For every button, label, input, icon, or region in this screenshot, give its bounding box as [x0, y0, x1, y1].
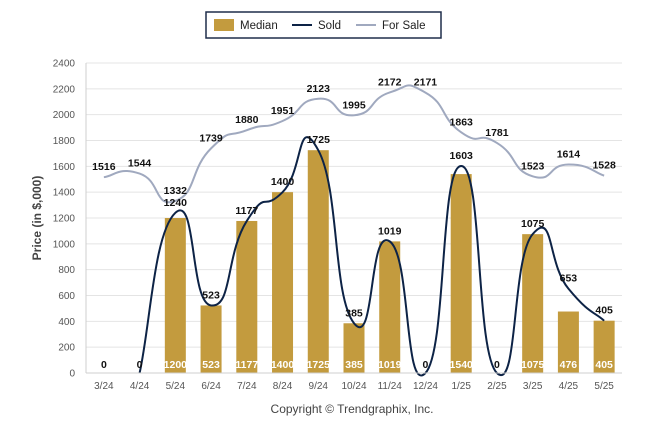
median-bar — [164, 218, 186, 373]
y-tick-label: 200 — [58, 343, 75, 354]
sold-data-label: 385 — [345, 307, 363, 319]
sold-data-label: 653 — [560, 273, 578, 285]
for-sale-data-label: 1863 — [450, 116, 474, 128]
for-sale-line — [103, 84, 605, 204]
median-bars — [164, 150, 615, 373]
median-bar — [379, 241, 401, 373]
median-bar — [557, 311, 579, 373]
axes: 0 200 400 600 800 1000 1200 1400 1600 1800 2000 220… — [53, 59, 622, 392]
legend-swatch-median — [214, 19, 234, 31]
sold-data-label: 1400 — [271, 176, 295, 188]
sold-data-label: 1603 — [450, 150, 474, 162]
median-bar — [343, 323, 365, 373]
median-bar — [450, 174, 472, 373]
for-sale-data-label: 1516 — [92, 161, 116, 173]
legend-label-for-sale: For Sale — [382, 20, 425, 32]
median-bar — [200, 305, 222, 373]
y-tick-label: 1800 — [53, 136, 76, 147]
legend-label-median: Median — [240, 20, 278, 32]
x-tick-label: 5/24 — [166, 381, 186, 392]
for-sale-data-label: 1544 — [128, 158, 152, 170]
for-sale-data-label: 1614 — [557, 149, 581, 161]
legend: Median Sold For Sale — [205, 11, 442, 39]
median-data-label: 476 — [560, 359, 578, 371]
y-tick-label: 1000 — [53, 239, 76, 250]
x-tick-label: 1/25 — [451, 381, 471, 392]
legend-frame — [205, 11, 442, 39]
trend-lines — [103, 84, 605, 377]
y-tick-label: 400 — [58, 317, 75, 328]
for-sale-data-label: 1951 — [271, 105, 295, 117]
median-data-label: 1075 — [521, 359, 545, 371]
median-bar — [272, 192, 294, 373]
y-axis-label: Price (in $,000) — [30, 176, 44, 261]
median-bar — [522, 234, 544, 373]
sold-data-label: 405 — [595, 305, 613, 317]
for-sale-data-label: 2123 — [307, 83, 331, 95]
x-tick-label: 9/24 — [309, 381, 329, 392]
legend-label-sold: Sold — [318, 20, 341, 32]
sold-data-label: 1177 — [235, 205, 258, 217]
y-tick-label: 2400 — [53, 59, 76, 70]
for-sale-data-label: 1995 — [342, 99, 366, 111]
x-tick-label: 5/25 — [594, 381, 614, 392]
for-sale-data-label: 1739 — [199, 132, 223, 144]
y-tick-label: 2200 — [53, 84, 76, 95]
sold-data-label: 1725 — [307, 134, 331, 146]
median-data-label: 1177 — [235, 359, 258, 371]
x-tick-label: 8/24 — [273, 381, 293, 392]
x-tick-label: 12/24 — [413, 381, 438, 392]
median-data-label: 0 — [137, 359, 143, 371]
copyright-text: Copyright © Trendgraphix, Inc. — [271, 402, 434, 416]
x-tick-label: 7/24 — [237, 381, 257, 392]
sold-line — [138, 136, 605, 377]
median-bar — [236, 220, 258, 373]
sold-data-label: 1240 — [164, 197, 188, 209]
for-sale-data-label: 1528 — [592, 160, 616, 172]
sold-data-label: 523 — [202, 289, 220, 301]
y-tick-label: 800 — [58, 265, 75, 276]
sold-data-label: 1019 — [378, 225, 402, 237]
median-data-label: 0 — [101, 359, 107, 371]
sold-data-label: 1075 — [521, 218, 545, 230]
median-data-label: 1019 — [378, 359, 402, 371]
for-sale-data-label: 1781 — [485, 127, 509, 139]
median-data-label: 523 — [202, 359, 220, 371]
x-tick-label: 2/25 — [487, 381, 507, 392]
x-tick-label: 3/24 — [94, 381, 114, 392]
y-tick-label: 1200 — [53, 214, 76, 225]
median-data-label: 385 — [345, 359, 363, 371]
median-bar — [307, 150, 329, 373]
for-sale-data-label: 2172 — [378, 76, 402, 88]
x-tick-label: 11/24 — [378, 381, 403, 392]
y-tick-label: 1400 — [53, 188, 76, 199]
for-sale-data-label: 1332 — [164, 185, 188, 197]
x-tick-label: 10/24 — [341, 381, 366, 392]
median-data-label: 1200 — [164, 359, 188, 371]
y-tick-label: 1600 — [53, 162, 76, 173]
x-tick-label: 3/25 — [523, 381, 543, 392]
median-data-label: 1400 — [271, 359, 295, 371]
data-labels: 1516 1544 1332 1739 1880 1951 2123 1995 2172 2171… — [92, 76, 616, 371]
for-sale-data-label: 2171 — [414, 77, 438, 89]
y-tick-label: 0 — [69, 369, 75, 380]
y-tick-label: 600 — [58, 291, 75, 302]
median-data-label: 1540 — [450, 359, 474, 371]
x-tick-label: 4/25 — [559, 381, 579, 392]
median-data-label: 1725 — [307, 359, 331, 371]
median-data-label: 0 — [494, 359, 500, 371]
median-data-label: 0 — [423, 359, 429, 371]
y-tick-label: 2000 — [53, 110, 76, 121]
median-data-label: 405 — [595, 359, 613, 371]
x-tick-label: 6/24 — [201, 381, 221, 392]
x-tick-label: 4/24 — [130, 381, 150, 392]
for-sale-data-label: 1523 — [521, 160, 545, 172]
median-bar — [593, 320, 615, 373]
for-sale-data-label: 1880 — [235, 114, 259, 126]
